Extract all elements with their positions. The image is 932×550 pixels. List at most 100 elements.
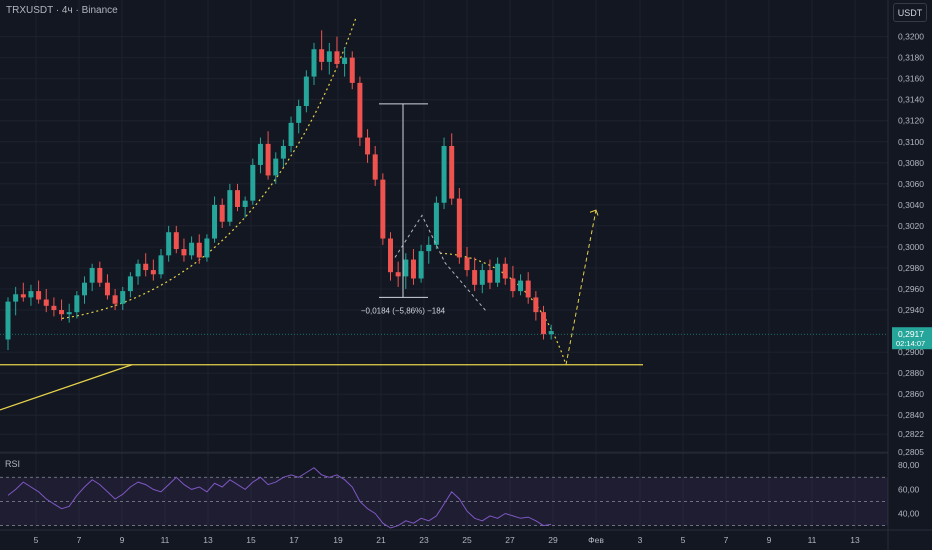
candle-body (89, 267, 95, 283)
candle-body (74, 295, 80, 313)
candle-body (173, 232, 179, 250)
price-tick-label: 0,3120 (898, 116, 924, 126)
time-tick-label: Фев (588, 535, 604, 545)
price-tick-label: 0,3180 (898, 53, 924, 63)
trend-line (0, 364, 133, 411)
price-tick-label: 0,2940 (898, 305, 924, 315)
price-tick-label: 0,3140 (898, 95, 924, 105)
candle-body (20, 294, 26, 298)
candle-body (5, 301, 11, 340)
candle-series (5, 30, 554, 350)
candle-body (181, 249, 187, 256)
candle-body (380, 179, 386, 239)
price-tick-label: 0,2900 (898, 347, 924, 357)
candle-body (548, 331, 554, 335)
price-tick-label: 0,2805 (898, 447, 924, 457)
candle-body (43, 299, 49, 306)
candle-body (51, 305, 57, 311)
candle-body (242, 200, 248, 207)
candle-body (495, 263, 501, 283)
candle-body (120, 291, 126, 304)
candle-body (28, 291, 34, 298)
time-tick-label: 5 (681, 535, 686, 545)
zigzag-path (394, 214, 488, 313)
candle-body (464, 257, 470, 271)
price-tag-value: 0,2917 (898, 329, 924, 339)
price-tag-timer: 02:14:07 (896, 339, 925, 348)
candle-body (265, 143, 271, 176)
rsi-label[interactable]: RSI (5, 459, 21, 469)
candle-body (433, 202, 439, 245)
price-axis[interactable]: 0,3200 0,3180 0,3160 0,3140 0,3120 0,3100 0,30… (898, 32, 924, 519)
time-tick-label: 17 (289, 535, 299, 545)
candle-body (418, 251, 424, 279)
candle-body (127, 276, 133, 292)
candle-body (288, 122, 294, 146)
rsi-tick-label: 80,00 (898, 460, 920, 470)
candle-body (372, 154, 378, 180)
price-tick-label: 0,2860 (898, 389, 924, 399)
candle-body (533, 297, 539, 313)
symbol-title[interactable]: TRXUSDT · 4ч · Binance (6, 5, 118, 16)
candle-body (334, 51, 340, 64)
rsi-tick-label: 40,00 (898, 509, 920, 519)
candle-body (227, 190, 233, 222)
candle-body (189, 242, 195, 256)
price-tick-label: 0,2822 (898, 429, 924, 439)
candle-body (395, 272, 401, 277)
time-tick-label: 7 (724, 535, 729, 545)
rsi-panel (0, 467, 888, 529)
rsi-line (7, 467, 552, 529)
candle-body (510, 278, 516, 292)
candle-body (257, 143, 263, 165)
time-axis[interactable]: 5 7 9 11 13 15 17 19 21 23 25 27 29 Фев 3 5 7 9 11 13 (34, 535, 860, 545)
price-tick-label: 0,2960 (898, 284, 924, 294)
candle-body (311, 49, 317, 77)
candle-body (13, 294, 19, 302)
candle-body (66, 312, 72, 315)
time-tick-label: 25 (462, 535, 472, 545)
candle-body (388, 238, 393, 273)
price-tick-label: 0,2980 (898, 263, 924, 273)
time-tick-label: 27 (505, 535, 515, 545)
time-tick-label: 3 (638, 535, 643, 545)
candle-body (403, 259, 409, 277)
candle-body (97, 267, 103, 283)
price-tick-label: 0,3080 (898, 158, 924, 168)
time-tick-label: 9 (120, 535, 125, 545)
time-tick-label: 23 (419, 535, 429, 545)
candle-body (472, 270, 478, 285)
candle-body (158, 255, 164, 275)
candle-body (135, 263, 141, 277)
candle-body (143, 263, 149, 271)
candle-body (518, 280, 524, 292)
candle-body (525, 280, 531, 298)
currency-button[interactable]: USDT (893, 3, 927, 22)
candle-body (104, 282, 110, 296)
candle-body (342, 57, 348, 64)
candle-body (487, 270, 493, 283)
candle-body (212, 204, 218, 239)
candle-body (250, 164, 256, 201)
candle-body (410, 259, 416, 279)
time-tick-label: 13 (850, 535, 860, 545)
candle-body (204, 238, 210, 258)
candle-body (502, 263, 508, 279)
candle-body (357, 82, 363, 138)
candle-body (82, 282, 87, 296)
time-tick-label: 9 (767, 535, 772, 545)
price-tick-label: 0,3020 (898, 221, 924, 231)
time-tick-label: 29 (548, 535, 558, 545)
candle-body (326, 51, 332, 62)
price-tick-label: 0,2840 (898, 410, 924, 420)
price-tick-label: 0,2880 (898, 368, 924, 378)
price-tick-label: 0,3060 (898, 179, 924, 189)
drawing-annotations: −0,0184 (−5,86%) −184 (361, 103, 488, 315)
candle-body (196, 242, 202, 258)
candle-body (296, 106, 302, 123)
time-tick-label: 13 (203, 535, 213, 545)
candle-body (319, 49, 325, 62)
